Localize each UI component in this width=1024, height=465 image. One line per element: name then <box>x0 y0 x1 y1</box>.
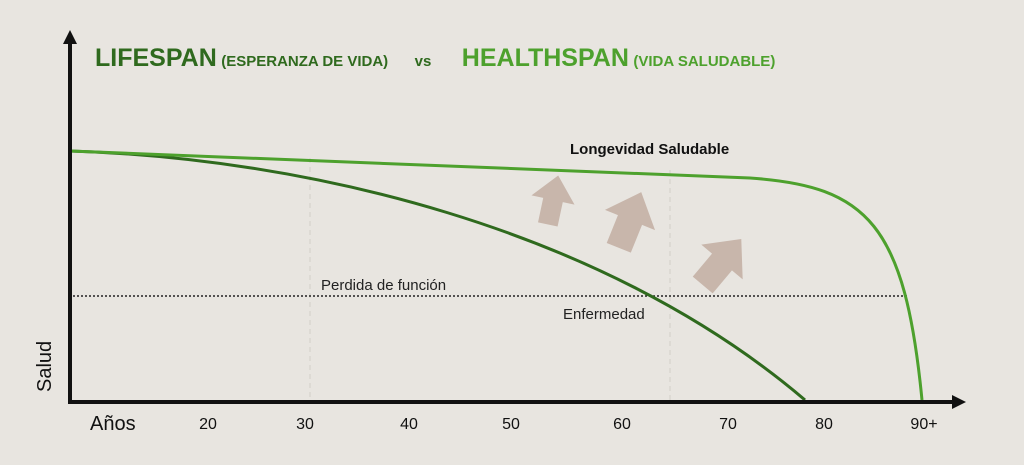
x-tick: 50 <box>502 416 520 433</box>
lifespan-curve-label: Enfermedad <box>563 306 645 323</box>
y-axis-label: Salud <box>34 340 56 392</box>
x-tick: 70 <box>719 416 737 433</box>
x-tick: 60 <box>613 416 631 433</box>
x-axis-label: Años <box>90 413 136 435</box>
title-lifespan-sub: (ESPERANZA DE VIDA) <box>221 53 389 70</box>
arrow-up-icon <box>692 239 743 294</box>
x-tick: 80 <box>815 416 833 433</box>
x-tick: 40 <box>400 416 418 433</box>
healthspan-curve <box>69 149 924 401</box>
x-tick: 30 <box>296 416 314 433</box>
title-healthspan: HEALTHSPAN <box>461 44 629 72</box>
healthspan-curve-label: Longevidad Saludable <box>570 141 730 158</box>
x-tick: 20 <box>199 416 217 433</box>
x-axis-arrow-icon <box>952 395 966 409</box>
arrow-up-icon <box>531 175 575 227</box>
title-vs: vs <box>414 53 432 70</box>
chart-title: LIFESPAN (ESPERANZA DE VIDA) vs HEALTHSP… <box>95 44 775 73</box>
x-tick: 90+ <box>910 416 938 433</box>
title-healthspan-sub: (VIDA SALUDABLE) <box>633 53 776 70</box>
improvement-arrows <box>531 175 743 294</box>
lifespan-curve <box>69 149 806 402</box>
y-axis-arrow-icon <box>63 30 77 44</box>
threshold-label: Perdida de función <box>321 277 447 294</box>
arrow-up-icon <box>604 192 656 253</box>
title-lifespan: LIFESPAN <box>95 44 217 72</box>
